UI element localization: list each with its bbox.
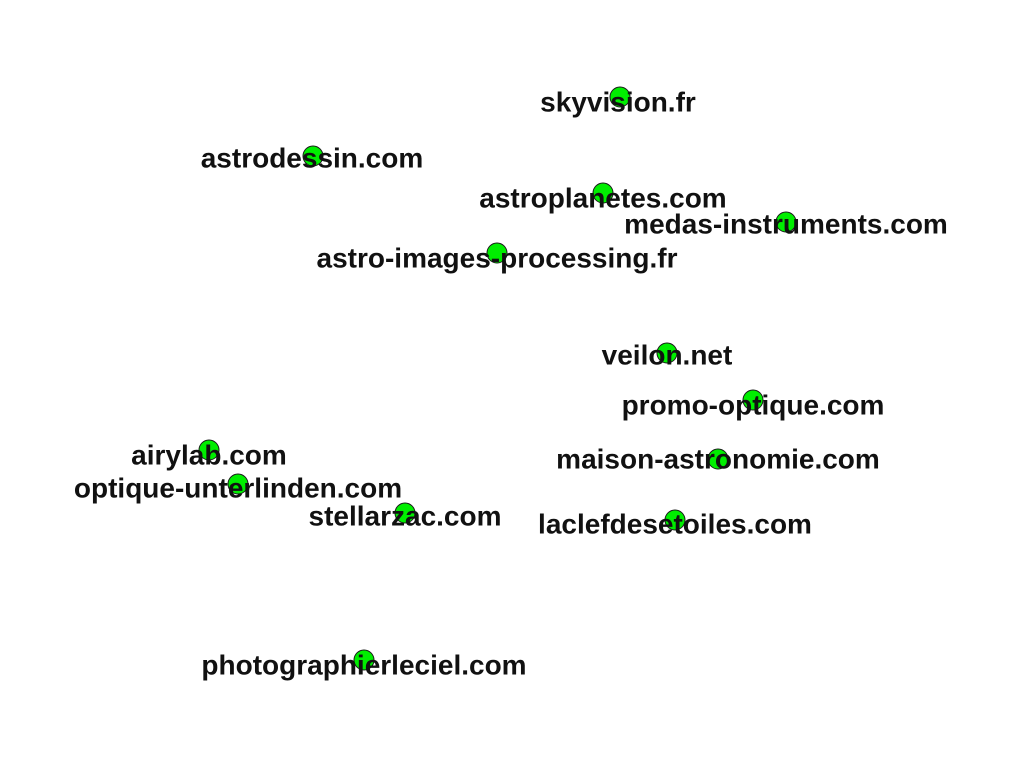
node-airylab: airylab.com bbox=[131, 439, 287, 470]
node-label: stellarzac.com bbox=[309, 500, 502, 531]
node-astro-images: astro-images-processing.fr bbox=[317, 242, 678, 273]
node-dot bbox=[656, 342, 678, 364]
node-dot bbox=[707, 448, 729, 470]
node-photographierleciel: photographierleciel.com bbox=[201, 649, 526, 680]
node-label: laclefdesetoiles.com bbox=[538, 508, 812, 539]
node-dot bbox=[353, 649, 375, 671]
node-dot bbox=[742, 389, 764, 411]
node-stellarzac: stellarzac.com bbox=[309, 500, 502, 531]
node-dot bbox=[775, 211, 797, 233]
node-dot bbox=[664, 509, 686, 531]
node-dot bbox=[394, 502, 416, 524]
node-dot bbox=[302, 145, 324, 167]
node-label: astroplanetes.com bbox=[479, 182, 726, 213]
node-optique-unterlinden: optique-unterlinden.com bbox=[74, 472, 402, 503]
node-label: skyvision.fr bbox=[540, 86, 696, 117]
node-skyvision: skyvision.fr bbox=[540, 86, 696, 117]
node-medas: medas-instruments.com bbox=[624, 208, 948, 239]
node-label: maison-astronomie.com bbox=[556, 443, 880, 474]
node-promo-optique: promo-optique.com bbox=[622, 389, 885, 420]
node-laclefdesetoiles: laclefdesetoiles.com bbox=[538, 508, 812, 539]
node-dot bbox=[592, 182, 614, 204]
node-dot bbox=[227, 473, 249, 495]
node-label: astrodessin.com bbox=[201, 142, 424, 173]
node-dot bbox=[486, 242, 508, 264]
node-label: medas-instruments.com bbox=[624, 208, 948, 239]
node-dot bbox=[198, 439, 220, 461]
node-label: airylab.com bbox=[131, 439, 287, 470]
node-label: astro-images-processing.fr bbox=[317, 242, 678, 273]
nodes-layer: skyvision.fr astrodessin.com astroplanetes… bbox=[74, 86, 948, 680]
node-label: veilon.net bbox=[602, 339, 733, 370]
node-maison-astronomie: maison-astronomie.com bbox=[556, 443, 880, 474]
node-dot bbox=[609, 86, 631, 108]
node-label: promo-optique.com bbox=[622, 389, 885, 420]
node-label: photographierleciel.com bbox=[201, 649, 526, 680]
node-label: optique-unterlinden.com bbox=[74, 472, 402, 503]
node-astrodessin: astrodessin.com bbox=[201, 142, 424, 173]
node-veilon: veilon.net bbox=[602, 339, 733, 370]
node-astroplanetes: astroplanetes.com bbox=[479, 182, 726, 213]
